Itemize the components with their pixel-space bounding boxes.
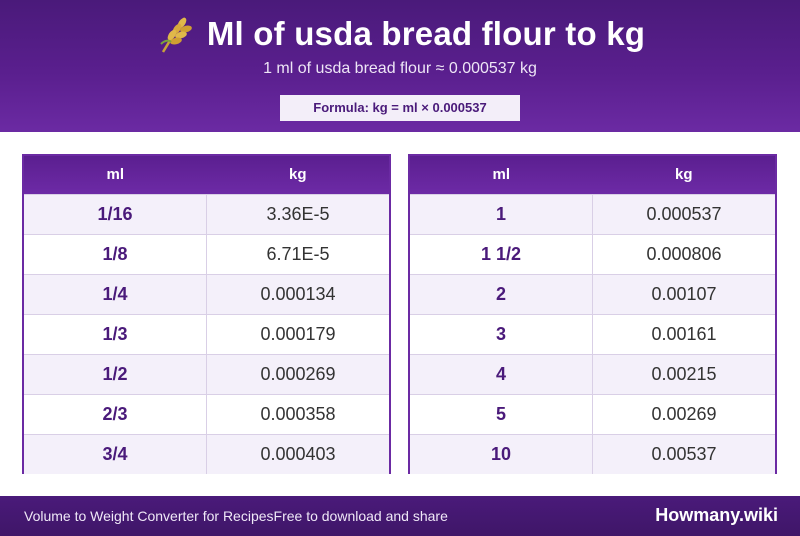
- ml-cell: 5: [410, 395, 593, 434]
- ml-cell: 1/2: [24, 355, 207, 394]
- kg-cell: 6.71E-5: [266, 244, 330, 264]
- ml-cell: 3/4: [24, 435, 207, 474]
- column-header-kg: kg: [674, 166, 693, 183]
- kg-cell: 0.00269: [651, 404, 717, 424]
- ml-cell: 3: [410, 315, 593, 354]
- kg-cell: 0.000269: [260, 364, 336, 384]
- table-row: 10 0.00537: [410, 434, 775, 474]
- table-row: 1/8 6.71E-5: [24, 234, 389, 274]
- title-row: Ml of usda bread flour to kg: [0, 14, 800, 54]
- ml-cell: 2: [410, 275, 593, 314]
- ml-cell: 2/3: [24, 395, 207, 434]
- formula-badge: Formula: kg = ml × 0.000537: [280, 95, 520, 121]
- kg-cell: 0.00107: [651, 284, 717, 304]
- ml-cell: 1 1/2: [410, 235, 593, 274]
- table-row: 4 0.00215: [410, 354, 775, 394]
- ml-cell: 1/4: [24, 275, 207, 314]
- kg-cell: 0.000358: [260, 404, 336, 424]
- ml-cell: 1/8: [24, 235, 207, 274]
- table-row: 5 0.00269: [410, 394, 775, 434]
- table-row: 1/16 3.36E-5: [24, 194, 389, 234]
- table-row: 1/4 0.000134: [24, 274, 389, 314]
- table-row: 1 1/2 0.000806: [410, 234, 775, 274]
- brand-link[interactable]: Howmany.wiki: [655, 505, 778, 525]
- table-row: 1/3 0.000179: [24, 314, 389, 354]
- table-row: 2 0.00107: [410, 274, 775, 314]
- table-row: 1/2 0.000269: [24, 354, 389, 394]
- conversion-table-right: ml kg 1 0.000537 1 1/2 0.000806 2 0.00107 3…: [408, 154, 777, 474]
- kg-cell: 0.000179: [260, 324, 336, 344]
- column-header-ml: ml: [492, 166, 510, 183]
- page-title: Ml of usda bread flour to kg: [206, 15, 646, 52]
- ml-cell: 1/3: [24, 315, 207, 354]
- conversion-table-left: ml kg 1/16 3.36E-5 1/8 6.71E-5 1/4 0.000134…: [22, 154, 391, 474]
- kg-cell: 3.36E-5: [266, 204, 330, 224]
- footer-bar: Volume to Weight Converter for RecipesFr…: [0, 496, 800, 536]
- kg-cell: 0.00537: [651, 444, 717, 464]
- kg-cell: 0.000806: [646, 244, 722, 264]
- ml-cell: 1: [410, 195, 593, 234]
- ml-cell: 10: [410, 435, 593, 474]
- header-banner: Ml of usda bread flour to kg 1 ml of usd…: [0, 0, 800, 132]
- kg-cell: 0.000537: [646, 204, 722, 224]
- conversion-subtitle: 1 ml of usda bread flour ≈ 0.000537 kg: [263, 60, 537, 77]
- table-row: 1 0.000537: [410, 194, 775, 234]
- table-row: 2/3 0.000358: [24, 394, 389, 434]
- wheat-icon: [155, 14, 195, 54]
- ml-cell: 1/16: [24, 195, 207, 234]
- kg-cell: 0.00215: [651, 364, 717, 384]
- kg-cell: 0.00161: [651, 324, 717, 344]
- column-header-kg: kg: [288, 166, 307, 183]
- table-header: ml kg: [410, 156, 775, 194]
- table-row: 3/4 0.000403: [24, 434, 389, 474]
- column-header-ml: ml: [106, 166, 124, 183]
- table-row: 3 0.00161: [410, 314, 775, 354]
- footer-tagline: Volume to Weight Converter for RecipesFr…: [24, 508, 448, 524]
- kg-cell: 0.000134: [260, 284, 336, 304]
- table-header: ml kg: [24, 156, 389, 194]
- ml-cell: 4: [410, 355, 593, 394]
- kg-cell: 0.000403: [260, 444, 336, 464]
